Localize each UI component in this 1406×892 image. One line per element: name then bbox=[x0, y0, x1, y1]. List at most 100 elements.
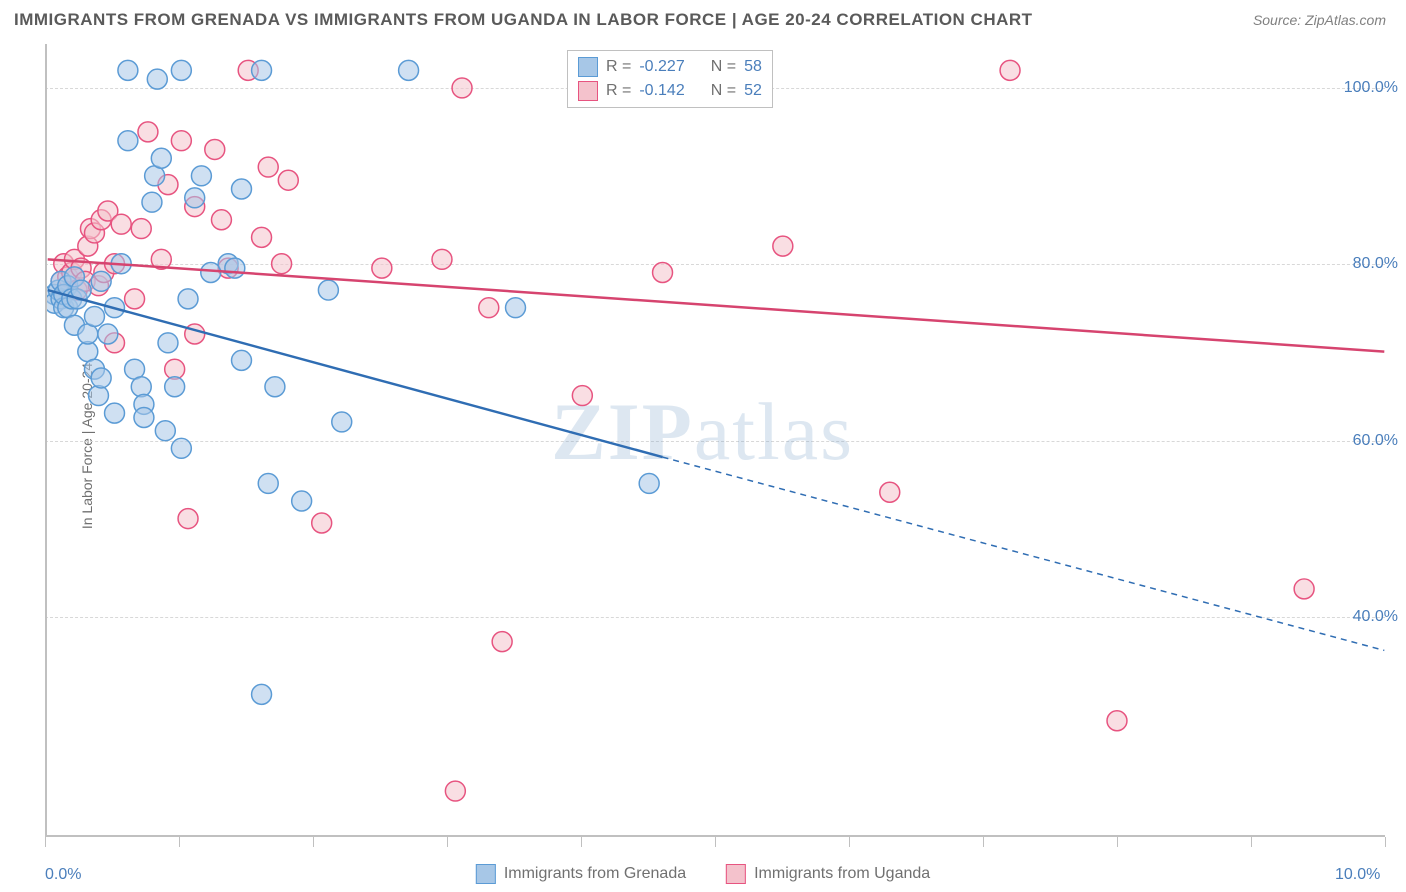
x-tick-label: 0.0% bbox=[45, 866, 81, 884]
data-point bbox=[178, 289, 198, 309]
data-point bbox=[105, 403, 125, 423]
data-point bbox=[218, 258, 238, 278]
data-point bbox=[84, 223, 104, 243]
regression-line-uganda bbox=[48, 259, 1385, 351]
data-point bbox=[131, 219, 151, 239]
data-point bbox=[452, 78, 472, 98]
regression-line-grenada-dashed bbox=[663, 457, 1385, 650]
data-point bbox=[78, 324, 98, 344]
data-point bbox=[58, 298, 78, 318]
series-legend: Immigrants from Grenada Immigrants from … bbox=[476, 864, 930, 884]
data-point bbox=[332, 412, 352, 432]
correlation-stats-legend: R = -0.227 N = 58 R = -0.142 N = 52 bbox=[567, 50, 773, 108]
data-point bbox=[171, 438, 191, 458]
data-point bbox=[134, 408, 154, 428]
data-point bbox=[47, 285, 64, 305]
data-point bbox=[94, 263, 114, 283]
data-point bbox=[62, 263, 82, 283]
data-point bbox=[145, 166, 165, 186]
data-point bbox=[78, 342, 98, 362]
y-tick-label: 60.0% bbox=[1353, 432, 1398, 450]
data-point bbox=[91, 210, 111, 230]
data-point bbox=[158, 333, 178, 353]
data-point bbox=[292, 491, 312, 511]
data-point bbox=[80, 219, 100, 239]
data-point bbox=[142, 192, 162, 212]
data-point bbox=[118, 60, 138, 80]
data-point bbox=[58, 276, 78, 296]
data-point bbox=[318, 280, 338, 300]
x-tick-mark bbox=[1251, 837, 1252, 847]
data-point bbox=[67, 280, 87, 300]
data-point bbox=[84, 306, 104, 326]
data-point bbox=[158, 175, 178, 195]
data-point bbox=[1000, 60, 1020, 80]
data-point bbox=[312, 513, 332, 533]
source-attribution: Source: ZipAtlas.com bbox=[1253, 12, 1386, 28]
data-point bbox=[252, 60, 272, 80]
data-point bbox=[105, 254, 125, 274]
data-point bbox=[218, 254, 238, 274]
watermark-atlas: atlas bbox=[694, 386, 854, 477]
data-point bbox=[111, 254, 131, 274]
stats-n-value: 58 bbox=[744, 58, 762, 76]
x-tick-mark bbox=[1117, 837, 1118, 847]
data-point bbox=[91, 271, 111, 291]
data-point bbox=[252, 227, 272, 247]
x-tick-mark bbox=[581, 837, 582, 847]
data-point bbox=[201, 263, 221, 283]
data-point bbox=[272, 254, 292, 274]
data-point bbox=[48, 280, 68, 300]
stats-r-label: R = bbox=[606, 58, 631, 76]
data-point bbox=[1294, 579, 1314, 599]
x-tick-mark bbox=[313, 837, 314, 847]
watermark-zip: ZIP bbox=[551, 386, 694, 477]
x-tick-label: 10.0% bbox=[1335, 866, 1380, 884]
data-point bbox=[71, 258, 91, 278]
data-point bbox=[78, 236, 98, 256]
data-point bbox=[131, 377, 151, 397]
data-point bbox=[89, 276, 109, 296]
plot-area: ZIPatlas R = -0.227 N = 58 R = -0.142 N … bbox=[45, 44, 1385, 837]
data-point bbox=[171, 60, 191, 80]
legend-swatch bbox=[578, 81, 598, 101]
data-point bbox=[118, 131, 138, 151]
data-point bbox=[252, 684, 272, 704]
data-point bbox=[399, 60, 419, 80]
x-tick-mark bbox=[849, 837, 850, 847]
y-tick-label: 40.0% bbox=[1353, 608, 1398, 626]
data-point bbox=[125, 289, 145, 309]
data-point bbox=[225, 258, 245, 278]
data-point bbox=[1107, 711, 1127, 731]
regression-line-grenada-solid bbox=[48, 290, 663, 457]
data-point bbox=[479, 298, 499, 318]
stats-row: R = -0.142 N = 52 bbox=[578, 79, 762, 103]
legend-item: Immigrants from Uganda bbox=[726, 864, 930, 884]
stats-r-label: R = bbox=[606, 82, 631, 100]
data-point bbox=[134, 394, 154, 414]
data-point bbox=[151, 148, 171, 168]
data-point bbox=[98, 324, 118, 344]
scatter-plot bbox=[47, 44, 1385, 835]
data-point bbox=[51, 289, 71, 309]
stats-n-value: 52 bbox=[744, 82, 762, 100]
data-point bbox=[372, 258, 392, 278]
data-point bbox=[138, 122, 158, 142]
data-point bbox=[232, 179, 252, 199]
data-point bbox=[64, 249, 84, 269]
data-point bbox=[75, 271, 95, 291]
data-point bbox=[653, 263, 673, 283]
legend-label: Immigrants from Uganda bbox=[754, 865, 930, 883]
data-point bbox=[191, 166, 211, 186]
x-tick-mark bbox=[983, 837, 984, 847]
data-point bbox=[105, 298, 125, 318]
data-point bbox=[91, 368, 111, 388]
watermark: ZIPatlas bbox=[551, 385, 854, 479]
data-point bbox=[155, 421, 175, 441]
data-point bbox=[211, 210, 231, 230]
data-point bbox=[54, 254, 74, 274]
data-point bbox=[773, 236, 793, 256]
x-tick-mark bbox=[715, 837, 716, 847]
data-point bbox=[258, 157, 278, 177]
data-point bbox=[111, 214, 131, 234]
